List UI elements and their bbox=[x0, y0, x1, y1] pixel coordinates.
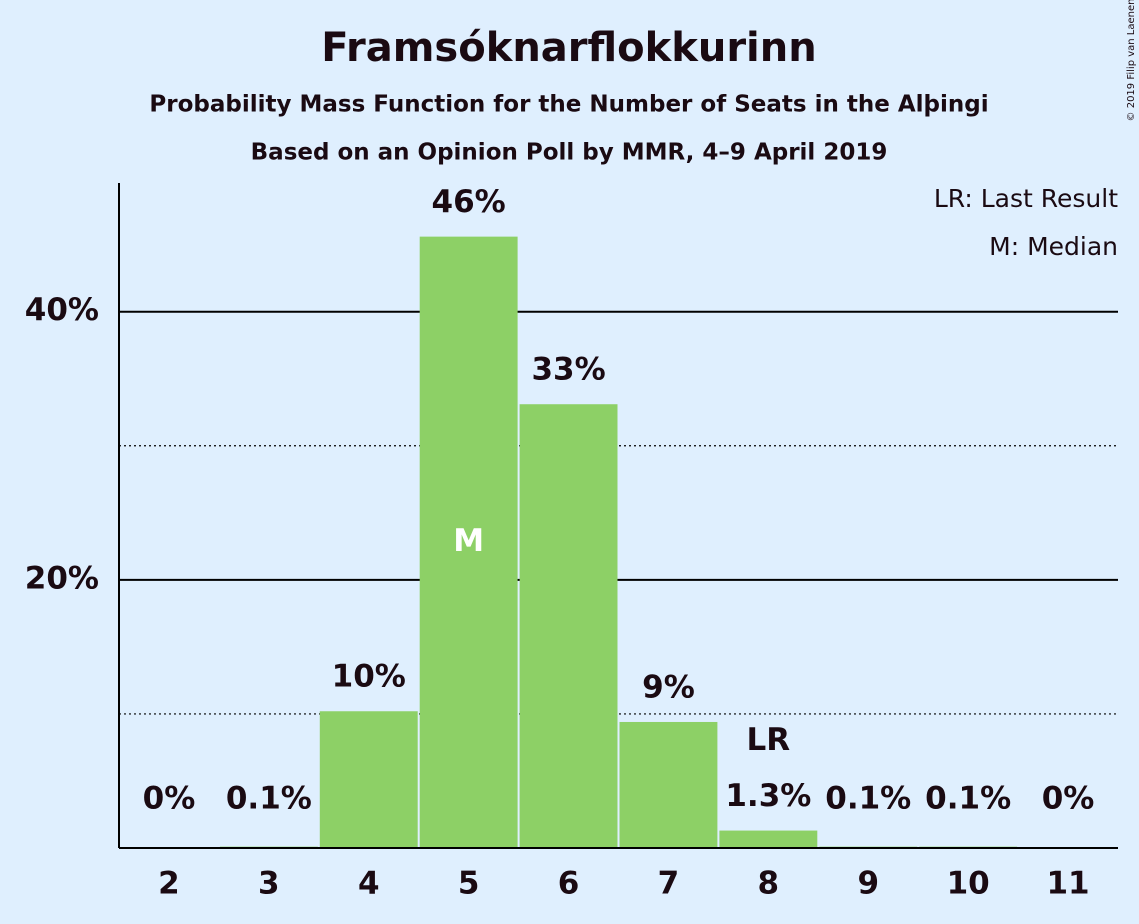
annotation: LR bbox=[747, 722, 791, 758]
copyright: © 2019 Filip van Laenen bbox=[1126, 0, 1137, 121]
x-tick-label: 9 bbox=[857, 866, 879, 902]
x-tick-label: 11 bbox=[1046, 866, 1089, 902]
chart-subtitle: Probability Mass Function for the Number… bbox=[149, 92, 988, 118]
x-tick-label: 7 bbox=[658, 866, 680, 902]
bar bbox=[619, 721, 718, 848]
x-tick-label: 8 bbox=[758, 866, 780, 902]
value-label: 0.1% bbox=[226, 781, 312, 817]
value-label: 0.1% bbox=[925, 781, 1011, 817]
x-tick-label: 5 bbox=[458, 866, 480, 902]
value-label: 0.1% bbox=[825, 781, 911, 817]
bar bbox=[319, 711, 418, 848]
value-label: 0% bbox=[143, 781, 196, 817]
value-label: 1.3% bbox=[725, 778, 811, 814]
value-label: 9% bbox=[642, 669, 695, 705]
value-label: 10% bbox=[332, 659, 406, 695]
value-label: 0% bbox=[1042, 781, 1095, 817]
y-tick-label: 40% bbox=[25, 292, 99, 328]
x-tick-label: 10 bbox=[947, 866, 990, 902]
bar bbox=[719, 830, 818, 848]
annotation: M bbox=[453, 523, 484, 559]
value-label: 46% bbox=[432, 184, 506, 220]
x-tick-label: 6 bbox=[558, 866, 580, 902]
legend-entry: LR: Last Result bbox=[934, 184, 1118, 213]
chart-title: Framsóknarflokkurinn bbox=[321, 25, 816, 71]
x-tick-label: 2 bbox=[158, 866, 180, 902]
x-tick-label: 3 bbox=[258, 866, 280, 902]
legend-entry: M: Median bbox=[989, 232, 1118, 261]
chart-source: Based on an Opinion Poll by MMR, 4–9 Apr… bbox=[251, 140, 888, 166]
x-tick-label: 4 bbox=[358, 866, 380, 902]
y-tick-label: 20% bbox=[25, 560, 99, 596]
value-label: 33% bbox=[531, 352, 605, 388]
bar bbox=[519, 404, 618, 848]
bar bbox=[419, 236, 518, 848]
